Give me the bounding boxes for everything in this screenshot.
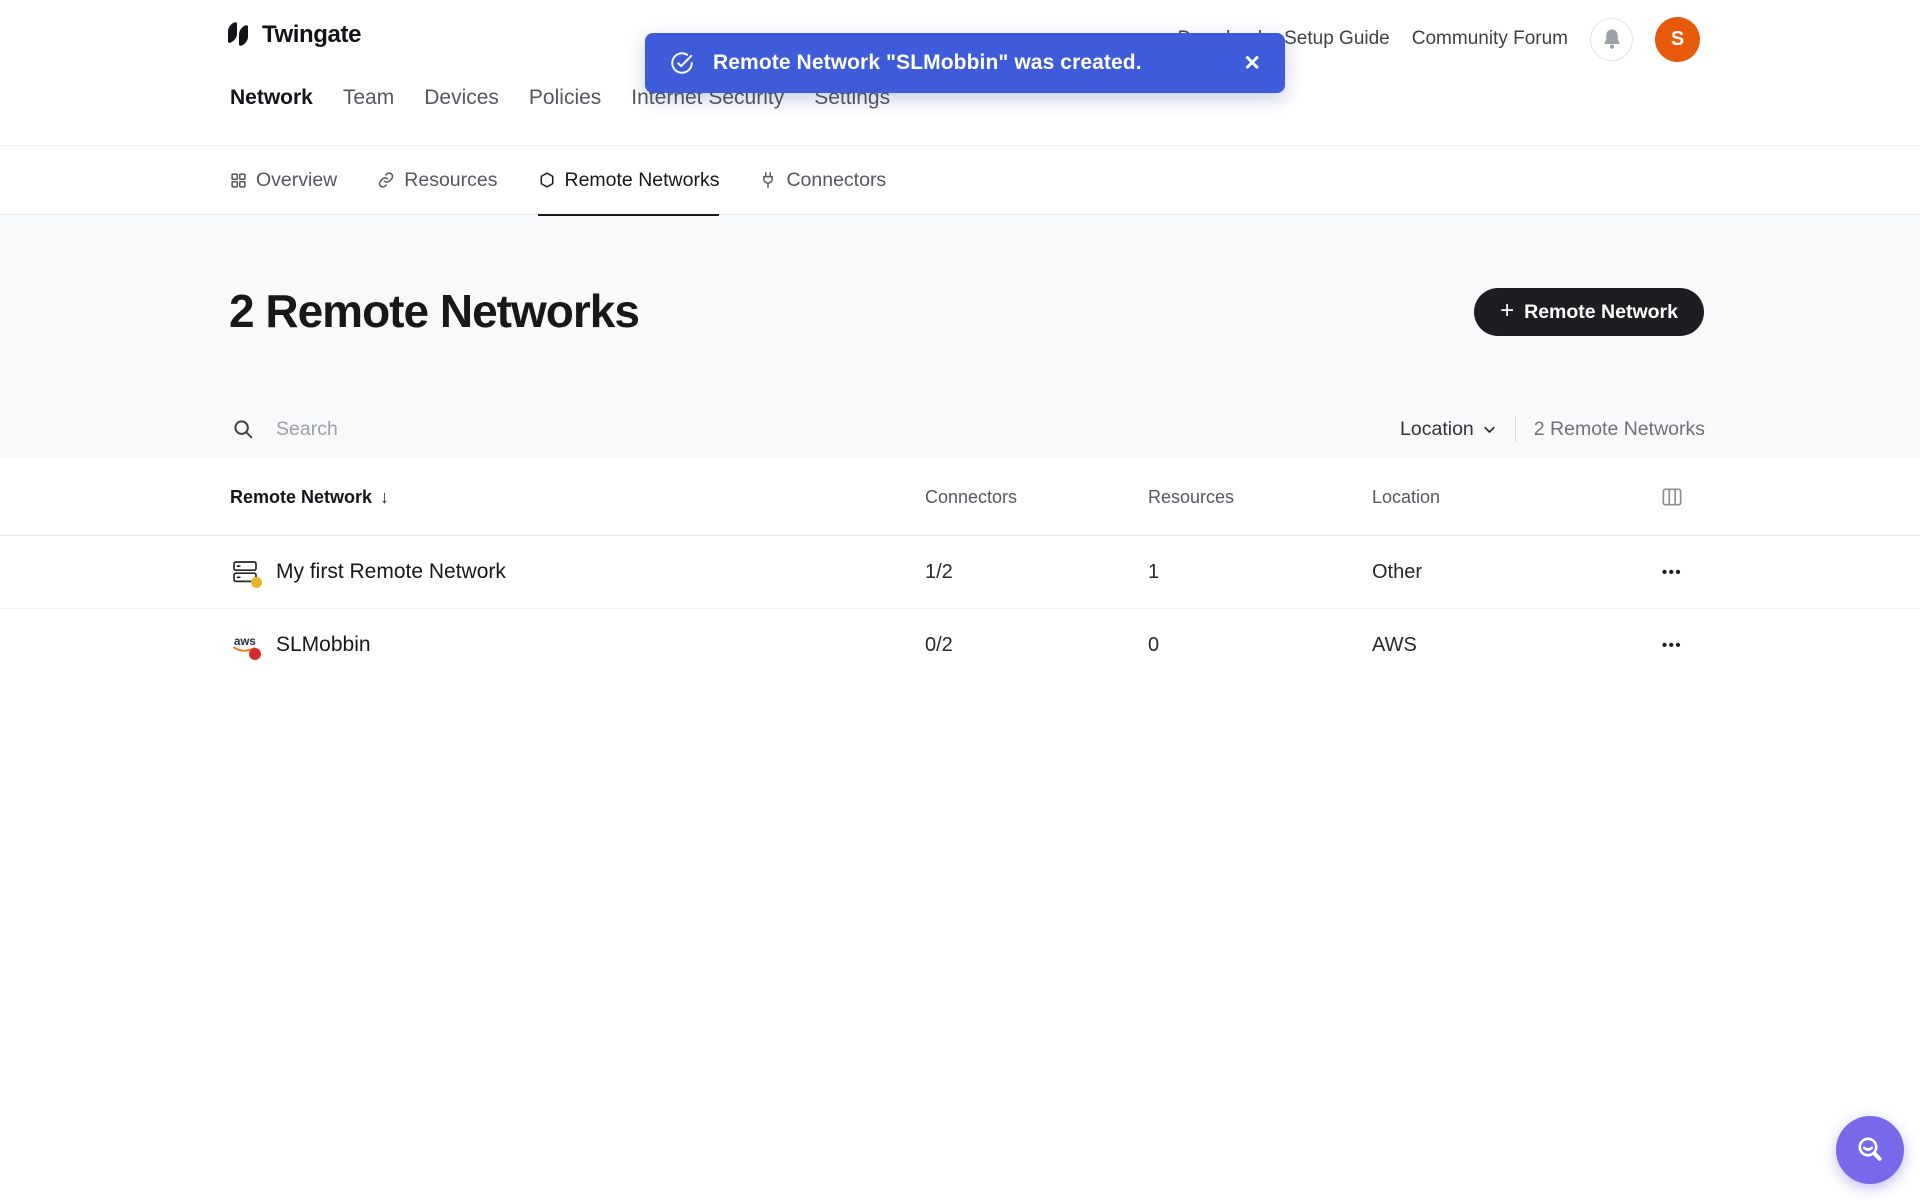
svg-text:aws: aws bbox=[234, 636, 256, 648]
app-header: Twingate Download Setup Guide Community … bbox=[0, 0, 1920, 145]
tab-remote-networks[interactable]: Remote Networks bbox=[537, 146, 720, 216]
nav-policies[interactable]: Policies bbox=[528, 86, 602, 109]
table-row[interactable]: My first Remote Network 1/2 1 Other ••• bbox=[0, 536, 1920, 608]
kebab-menu-icon: ••• bbox=[1661, 563, 1683, 581]
row-menu-button[interactable]: ••• bbox=[1648, 609, 1696, 681]
toast-notification: Remote Network "SLMobbin" was created. ✕ bbox=[645, 33, 1285, 93]
filter-row: Location 2 Remote Networks bbox=[0, 400, 1920, 458]
search-input[interactable] bbox=[276, 417, 916, 441]
remote-networks-table: Remote Network ↓ Connectors Resources Lo… bbox=[0, 458, 1920, 680]
grid-icon bbox=[231, 172, 246, 188]
tab-label: Overview bbox=[256, 168, 338, 191]
remote-network-name: SLMobbin bbox=[276, 633, 371, 656]
location-cell: AWS bbox=[1372, 633, 1417, 656]
remote-network-name: My first Remote Network bbox=[276, 560, 506, 583]
search-smile-icon bbox=[1858, 1137, 1882, 1161]
aws-icon: aws bbox=[230, 631, 261, 660]
column-header-label: Remote Network bbox=[230, 486, 373, 507]
status-dot bbox=[249, 648, 261, 660]
subnav-tabs: Overview Resources Remote Networks Conne… bbox=[230, 146, 886, 216]
search-bar bbox=[232, 400, 992, 458]
location-filter-label: Location bbox=[1400, 417, 1474, 440]
remote-network-name-cell[interactable]: aws SLMobbin bbox=[230, 609, 371, 681]
column-header-connectors[interactable]: Connectors bbox=[925, 486, 1018, 507]
check-circle-icon bbox=[671, 52, 693, 74]
help-search-fab[interactable] bbox=[1836, 1116, 1904, 1184]
network-subnav: Overview Resources Remote Networks Conne… bbox=[0, 145, 1920, 216]
kebab-menu-icon: ••• bbox=[1661, 636, 1683, 654]
column-settings-button[interactable] bbox=[1648, 458, 1696, 536]
server-stack-icon bbox=[230, 558, 262, 588]
result-count: 2 Remote Networks bbox=[1533, 417, 1705, 440]
hexagon-icon bbox=[540, 172, 553, 188]
tab-label: Connectors bbox=[786, 168, 887, 191]
page-title: 2 Remote Networks bbox=[229, 285, 640, 337]
link-community-forum[interactable]: Community Forum bbox=[1411, 28, 1568, 49]
column-header-resources[interactable]: Resources bbox=[1148, 486, 1235, 507]
nav-devices[interactable]: Devices bbox=[424, 86, 499, 109]
close-icon[interactable]: ✕ bbox=[1243, 51, 1261, 75]
tab-overview[interactable]: Overview bbox=[230, 146, 337, 216]
tab-resources[interactable]: Resources bbox=[377, 146, 498, 216]
plug-icon bbox=[763, 172, 774, 188]
tab-label: Resources bbox=[404, 168, 498, 191]
sort-descending-icon: ↓ bbox=[380, 486, 390, 507]
row-menu-button[interactable]: ••• bbox=[1648, 536, 1696, 608]
status-dot bbox=[251, 577, 262, 588]
tab-connectors[interactable]: Connectors bbox=[759, 146, 886, 216]
tab-label: Remote Networks bbox=[564, 168, 720, 191]
twingate-logo-icon bbox=[228, 20, 252, 50]
connectors-cell: 1/2 bbox=[925, 560, 953, 583]
columns-icon bbox=[1662, 488, 1682, 506]
search-icon bbox=[234, 420, 253, 439]
chevron-down-icon bbox=[1484, 426, 1495, 433]
add-remote-network-button[interactable]: + Remote Network bbox=[1474, 288, 1704, 336]
nav-network[interactable]: Network bbox=[230, 86, 313, 109]
column-header-location[interactable]: Location bbox=[1372, 486, 1441, 507]
filter-right: Location 2 Remote Networks bbox=[1400, 400, 1705, 458]
nav-team[interactable]: Team bbox=[342, 86, 395, 109]
location-filter-dropdown[interactable]: Location bbox=[1400, 418, 1497, 441]
avatar-initial: S bbox=[1670, 27, 1685, 50]
notifications-button[interactable] bbox=[1590, 17, 1633, 61]
location-cell: Other bbox=[1372, 560, 1423, 583]
resources-cell: 1 bbox=[1148, 560, 1160, 583]
page-hero: 2 Remote Networks + Remote Network Locat… bbox=[0, 216, 1920, 458]
divider bbox=[1514, 416, 1516, 442]
resources-cell: 0 bbox=[1148, 633, 1160, 656]
twingate-logo[interactable]: Twingate bbox=[228, 20, 361, 50]
link-icon bbox=[379, 172, 394, 188]
brand-name: Twingate bbox=[262, 21, 362, 48]
avatar[interactable]: S bbox=[1655, 16, 1700, 62]
table-header-row: Remote Network ↓ Connectors Resources Lo… bbox=[0, 458, 1920, 536]
link-setup-guide[interactable]: Setup Guide bbox=[1284, 28, 1390, 49]
table-row[interactable]: aws SLMobbin 0/2 0 AWS ••• bbox=[0, 608, 1920, 680]
add-button-label: Remote Network bbox=[1524, 300, 1678, 323]
column-header-remote-network[interactable]: Remote Network ↓ bbox=[230, 458, 389, 536]
bell-icon bbox=[1603, 29, 1620, 49]
toast-message: Remote Network "SLMobbin" was created. bbox=[713, 51, 1142, 74]
connectors-cell: 0/2 bbox=[925, 633, 953, 656]
remote-network-name-cell[interactable]: My first Remote Network bbox=[230, 536, 506, 608]
plus-icon: + bbox=[1500, 297, 1515, 324]
header-right: Download Setup Guide Community Forum S bbox=[1178, 14, 1700, 64]
